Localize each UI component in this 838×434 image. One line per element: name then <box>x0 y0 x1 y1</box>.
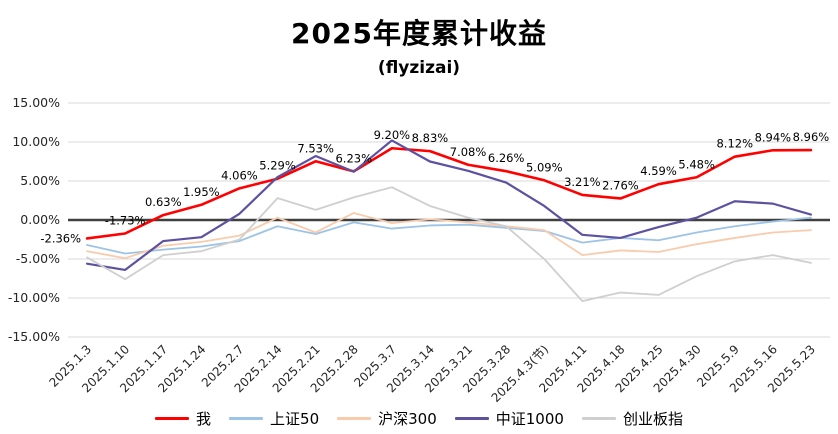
series-line-我 <box>85 146 813 240</box>
data-label: -2.36% <box>40 231 81 245</box>
y-axis-tick-label: -15.00% <box>8 329 60 344</box>
data-label: -1.73% <box>105 213 146 227</box>
data-label: 5.09% <box>526 160 563 174</box>
data-label: 7.53% <box>297 141 334 155</box>
legend-label: 创业板指 <box>622 410 683 428</box>
y-axis-tick-label: 10.00% <box>12 134 60 149</box>
legend-item-上证50: 上证50 <box>229 408 319 429</box>
legend-swatch <box>155 417 190 420</box>
y-axis-tick-label: 5.00% <box>20 173 60 188</box>
legend-item-沪深300: 沪深300 <box>337 408 437 429</box>
chart-title: 2025年度累计收益 <box>291 17 547 50</box>
data-label: 0.63% <box>145 195 182 209</box>
series-line-沪深300 <box>86 212 812 260</box>
legend: 我 上证50 沪深300 中证1000 创业板指 <box>0 408 838 429</box>
y-axis-tick-label: 0.00% <box>20 212 60 227</box>
data-label: 9.20% <box>374 128 411 142</box>
data-label: 8.12% <box>716 137 753 151</box>
data-label: 5.48% <box>678 157 715 171</box>
series-line-上证50 <box>86 216 812 255</box>
legend-item-创业板指: 创业板指 <box>581 408 683 429</box>
data-label: 1.95% <box>183 185 220 199</box>
legend-swatch <box>454 417 489 420</box>
data-label: 4.06% <box>221 168 258 182</box>
legend-swatch <box>581 417 616 420</box>
data-label: 8.94% <box>755 130 792 144</box>
legend-swatch <box>229 417 264 420</box>
data-label: 8.96% <box>793 130 830 144</box>
y-axis-tick-label: 15.00% <box>12 95 60 110</box>
legend-label: 上证50 <box>270 410 320 428</box>
legend-label: 中证1000 <box>495 410 564 428</box>
legend-label: 我 <box>196 410 212 428</box>
series-line-中证1000 <box>85 139 813 272</box>
data-label: 8.83% <box>412 131 449 145</box>
data-label: 5.29% <box>259 159 296 173</box>
data-label: 4.59% <box>640 164 677 178</box>
data-label: 2.76% <box>602 178 639 192</box>
legend-item-中证1000: 中证1000 <box>454 408 564 429</box>
data-label: 6.23% <box>335 151 372 165</box>
data-label: 7.08% <box>450 145 487 159</box>
legend-item-我: 我 <box>155 408 211 429</box>
legend-label: 沪深300 <box>378 410 437 428</box>
y-axis-tick-label: -10.00% <box>8 290 60 305</box>
chart-subtitle: (flyzizai) <box>377 58 461 78</box>
y-axis-tick-label: -5.00% <box>16 251 60 266</box>
data-label: 6.26% <box>488 151 525 165</box>
series-line-创业板指 <box>86 186 812 303</box>
data-label: 3.21% <box>564 175 601 189</box>
legend-swatch <box>337 417 372 420</box>
